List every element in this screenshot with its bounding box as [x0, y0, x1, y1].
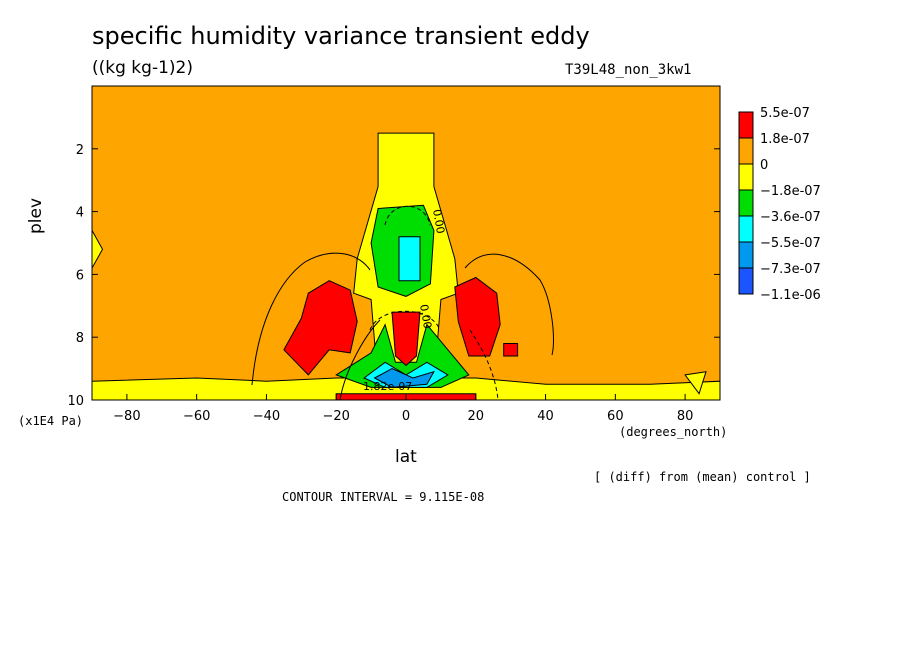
colorbar-swatch: [738, 189, 754, 217]
x-tick-label: 60: [607, 409, 624, 424]
y-tick-label: 2: [76, 143, 84, 158]
contour-line: [339, 319, 381, 401]
colorbar-label: −7.3e-07: [760, 262, 821, 277]
contour-region: [283, 280, 358, 376]
contour-line: [384, 205, 431, 226]
comparison-note: [ (diff) from (mean) control ]: [594, 470, 811, 484]
colorbar-label: −5.5e-07: [760, 236, 821, 251]
colorbar-label: 5.5e-07: [760, 106, 810, 121]
x-tick-label: −60: [183, 409, 210, 424]
y-tick-label: 8: [76, 331, 84, 346]
contour-region: [454, 276, 501, 357]
contour-region: [684, 371, 707, 395]
contour-label: 1.82e-07: [363, 380, 412, 393]
colorbar-label: 1.8e-07: [760, 132, 810, 147]
chart-units: ((kg kg-1)2): [92, 58, 193, 78]
colorbar-swatch: [738, 111, 754, 139]
y-tick-label: 10: [67, 394, 84, 409]
y-tick-label: 4: [76, 206, 84, 221]
x-tick-label: 20: [468, 409, 485, 424]
y-tick-label: 6: [76, 268, 84, 283]
x-tick-label: 0: [402, 409, 410, 424]
colorbar-swatch: [738, 137, 754, 165]
colorbar-label: −1.8e-07: [760, 184, 821, 199]
contour-region: [373, 368, 435, 388]
contour-interval: CONTOUR INTERVAL = 9.115E-08: [282, 490, 485, 504]
x-tick-label: 40: [537, 409, 554, 424]
contour-region: [398, 236, 421, 282]
x-tick-label: −40: [253, 409, 280, 424]
colorbar-swatch: [738, 241, 754, 269]
colorbar-label: −1.1e-06: [760, 288, 821, 303]
x-tick-label: −20: [323, 409, 350, 424]
contour-line: [369, 310, 441, 331]
y-axis-label: plev: [26, 197, 46, 234]
contour-line: [464, 253, 554, 356]
contour-region: [503, 343, 519, 357]
colorbar-swatch: [738, 163, 754, 191]
colorbar-label: 0: [760, 158, 768, 173]
x-tick-label: −80: [113, 409, 140, 424]
contour-label: 0.00: [417, 303, 434, 329]
colorbar-swatch: [738, 215, 754, 243]
colorbar-swatch: [738, 267, 754, 295]
x-axis-units: (degrees_north): [619, 425, 728, 439]
y-axis-units: (x1E4 Pa): [18, 414, 84, 428]
x-axis-label: lat: [395, 447, 417, 467]
chart-title: specific humidity variance transient edd…: [92, 22, 590, 50]
colorbar-label: −3.6e-07: [760, 210, 821, 225]
run-label: T39L48_non_3kw1: [565, 62, 692, 78]
contour-line: [251, 252, 371, 386]
x-tick-label: 80: [677, 409, 694, 424]
contour-label: 0.00: [430, 208, 447, 234]
